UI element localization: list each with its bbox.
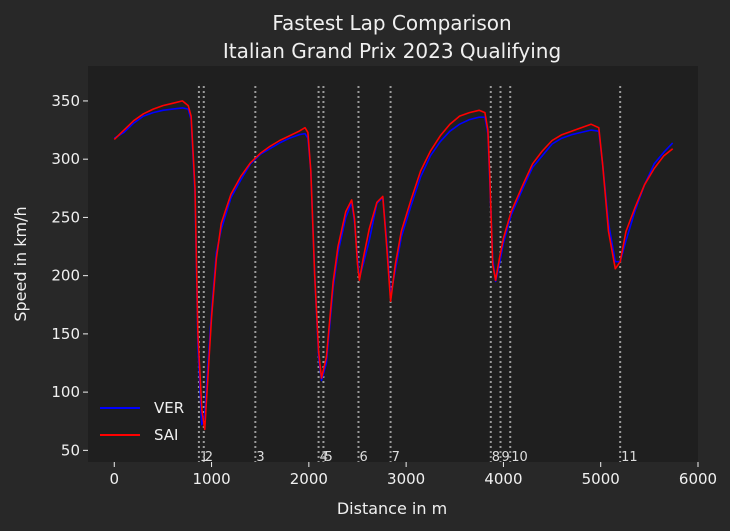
legend-label-ver: VER	[154, 399, 184, 417]
x-tick-label: 3000	[387, 470, 425, 488]
series-line-sai	[113, 100, 674, 431]
chart-title: Fastest Lap Comparison	[272, 11, 511, 35]
corner-label-10: 10	[511, 450, 528, 465]
corner-markers: 1234567891011	[197, 86, 638, 465]
y-tick-label: 300	[51, 150, 80, 168]
corner-label-3: 3	[256, 450, 264, 465]
y-tick-label: 200	[51, 267, 80, 285]
corner-label-2: 2	[205, 450, 213, 465]
y-axis-ticks: 50 100 150 200 250 300 350	[51, 92, 88, 459]
corner-label-5: 5	[324, 450, 332, 465]
corner-label-11: 11	[621, 450, 638, 465]
speed-traces	[113, 100, 674, 431]
plot-area	[88, 66, 698, 462]
x-tick-label: 2000	[290, 470, 328, 488]
y-axis-label: Speed in km/h	[11, 206, 30, 321]
x-tick-label: 4000	[484, 470, 522, 488]
x-axis-label: Distance in m	[337, 499, 447, 518]
chart-subtitle: Italian Grand Prix 2023 Qualifying	[223, 39, 561, 63]
legend-label-sai: SAI	[154, 426, 179, 444]
y-tick-label: 50	[61, 441, 80, 459]
corner-label-7: 7	[392, 450, 400, 465]
y-tick-label: 350	[51, 92, 80, 110]
y-tick-label: 250	[51, 208, 80, 226]
y-tick-label: 100	[51, 383, 80, 401]
x-tick-label: 5000	[582, 470, 620, 488]
y-tick-label: 150	[51, 325, 80, 343]
x-tick-label: 6000	[679, 470, 717, 488]
x-tick-label: 0	[109, 470, 119, 488]
corner-label-9: 9	[502, 450, 510, 465]
x-tick-label: 1000	[192, 470, 230, 488]
legend: VER SAI	[100, 399, 184, 444]
corner-label-6: 6	[359, 450, 367, 465]
corner-label-8: 8	[492, 450, 500, 465]
x-axis-ticks: 0 1000 2000 3000 4000 5000 6000	[109, 462, 717, 488]
